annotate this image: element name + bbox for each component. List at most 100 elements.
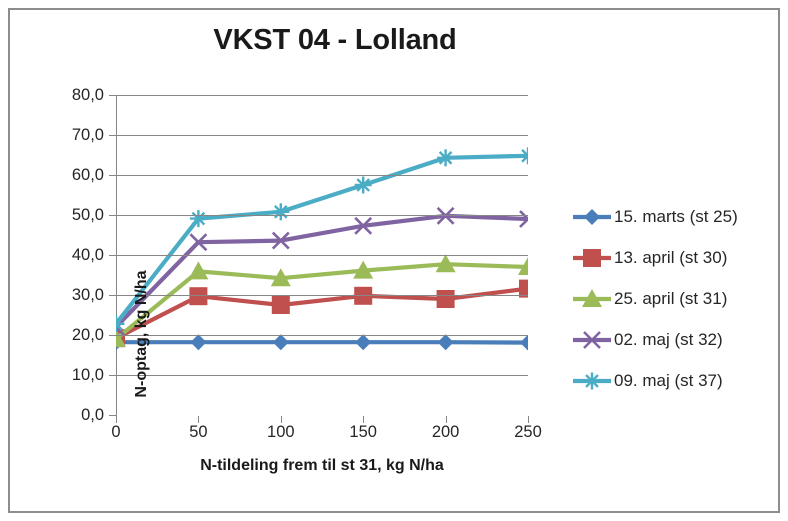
legend-item-1[interactable]: 15. marts (st 25) [572, 196, 772, 237]
legend-label: 13. april (st 30) [614, 247, 728, 267]
x-axis-tick-label: 250 [514, 423, 542, 441]
legend-item-4[interactable]: 02. maj (st 32) [572, 319, 772, 360]
data-point-asterisk [272, 203, 290, 221]
chart-title: VKST 04 - Lolland [213, 24, 457, 56]
gridline [116, 215, 528, 216]
y-axis-title: N-optag, kg N/ha [133, 270, 150, 398]
legend-marker-asterisk-icon [572, 370, 612, 392]
series-5 [116, 147, 528, 333]
data-point-diamond [437, 334, 454, 351]
data-point-diamond [520, 334, 528, 351]
y-axis-tick-label: 70,0 [71, 126, 104, 144]
image-border [8, 8, 780, 513]
data-point-asterisk [519, 147, 528, 165]
gridline [116, 175, 528, 176]
data-point-asterisk [116, 315, 125, 333]
data-point-x [519, 210, 528, 228]
y-axis-tick-label: 80,0 [71, 86, 104, 104]
x-axis-tick [116, 416, 117, 423]
gridline [116, 95, 528, 96]
x-axis-tick [363, 416, 365, 423]
y-axis-tick [109, 415, 116, 416]
gridline [116, 335, 528, 336]
data-point-diamond [584, 208, 600, 225]
legend-marker-triangle-icon [572, 288, 612, 310]
x-axis-tick [445, 416, 447, 423]
y-axis-tick-label: 0,0 [81, 406, 104, 424]
x-axis-tick [198, 416, 200, 423]
legend-label: 25. april (st 31) [614, 288, 728, 308]
legend-item-5[interactable]: 09. maj (st 37) [572, 360, 772, 401]
data-point-asterisk [583, 372, 601, 389]
y-axis-tick [109, 335, 116, 336]
legend-label: 15. marts (st 25) [614, 206, 738, 226]
x-axis-tick-label: 100 [267, 423, 295, 441]
y-axis-tick-label: 10,0 [71, 366, 104, 384]
series-lines [116, 147, 528, 351]
y-axis-tick-labels: 0,0 10,0 20,0 30,0 40,0 50,0 60,0 70,0 80,0 [40, 0, 104, 521]
y-axis-tick [109, 295, 116, 296]
data-point-x [354, 216, 373, 235]
y-axis-tick-label: 40,0 [71, 246, 104, 264]
data-point-triangle [353, 260, 374, 279]
data-point-x [189, 233, 208, 252]
data-point-square [519, 279, 528, 298]
data-point-triangle [582, 288, 602, 307]
chart-legend: 15. marts (st 25) 13. april (st 30) 25. ap… [572, 196, 772, 401]
y-axis-tick [109, 175, 116, 176]
data-point-triangle [270, 268, 291, 287]
y-axis-tick [109, 255, 116, 256]
data-point-diamond [190, 334, 207, 351]
data-point-triangle [435, 254, 456, 273]
x-axis-tick [280, 416, 282, 423]
x-axis-title: N-tildeling frem til st 31, kg N/ha [200, 457, 444, 474]
legend-marker-diamond-icon [572, 206, 612, 228]
x-axis-tick-label: 150 [349, 423, 377, 441]
data-point-square [436, 290, 455, 308]
data-point-square [271, 296, 290, 314]
y-axis-tick [109, 375, 116, 376]
data-point-asterisk [189, 210, 207, 228]
data-point-square [189, 287, 208, 306]
x-axis-tick-labels: 0 50 100 150 200 250 [0, 424, 788, 452]
data-point-x [583, 330, 601, 349]
legend-item-2[interactable]: 13. april (st 30) [572, 237, 772, 278]
plot-area: N-optag, kg N/ha [116, 95, 528, 415]
legend-marker-square-icon [572, 247, 612, 269]
series-line [116, 153, 528, 326]
gridline [116, 295, 528, 296]
gridline [116, 375, 528, 376]
data-point-x [271, 231, 290, 250]
data-point-diamond [272, 334, 289, 351]
data-point-triangle [188, 261, 209, 280]
series-4 [116, 206, 528, 336]
legend-item-3[interactable]: 25. april (st 31) [572, 278, 772, 319]
legend-label: 09. maj (st 37) [614, 370, 723, 390]
series-line [116, 262, 528, 342]
legend-label: 02. maj (st 32) [614, 329, 723, 349]
x-axis-tick-label: 0 [111, 423, 121, 441]
y-axis-tick-label: 20,0 [71, 326, 104, 344]
y-axis-tick [109, 215, 116, 216]
y-axis-tick-label: 60,0 [71, 166, 104, 184]
series-line [116, 213, 528, 330]
data-point-x [116, 318, 125, 336]
data-point-diamond [355, 334, 372, 351]
legend-marker-x-icon [572, 329, 612, 351]
y-axis-tick-label: 50,0 [71, 206, 104, 224]
gridline [116, 135, 528, 136]
data-point-asterisk [437, 149, 455, 167]
gridline [116, 255, 528, 256]
series-1 [116, 334, 528, 351]
data-point-triangle [518, 257, 528, 275]
series-2 [116, 279, 528, 348]
y-axis-tick [109, 95, 116, 96]
y-axis-tick-label: 30,0 [71, 286, 104, 304]
x-axis-tick [528, 416, 529, 423]
data-point-square [583, 248, 601, 267]
data-point-asterisk [354, 176, 372, 194]
series-line [116, 286, 528, 341]
x-axis-tick-label: 50 [189, 423, 208, 441]
x-axis-tick-label: 200 [431, 423, 460, 441]
